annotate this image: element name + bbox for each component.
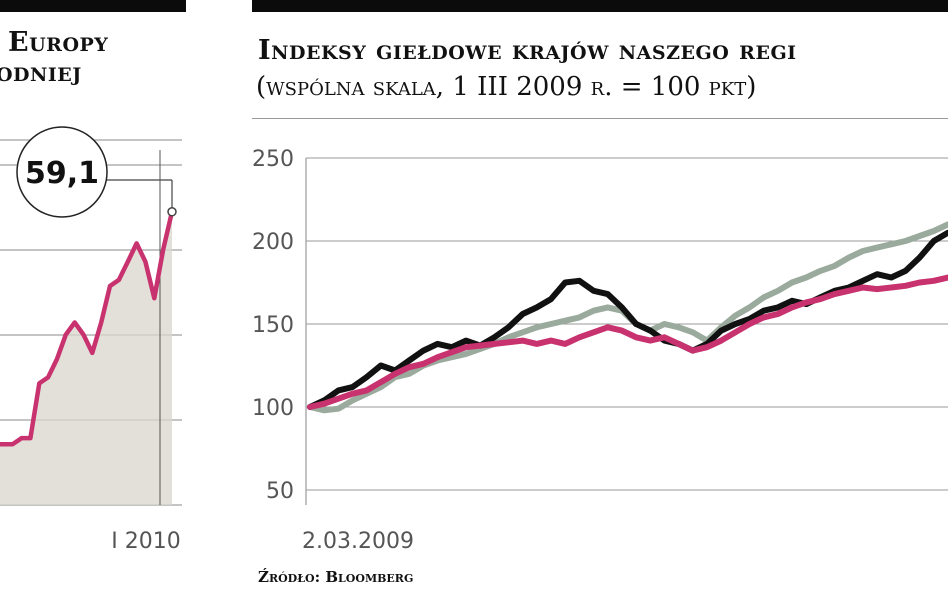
- right-chart-series-line: [307, 229, 948, 410]
- left-chart-x-tick: I 2010: [111, 529, 180, 554]
- left-chart-callout-circle: [16, 126, 108, 218]
- right-chart-subtitle: (wspólna skala, 1 III 2009 r. = 100 pkt): [256, 72, 757, 102]
- right-chart-y-ticks: 50 100 150 200 250: [252, 147, 294, 504]
- left-chart-title-line1: Europy: [8, 27, 109, 58]
- left-chart-series-line: [0, 211, 175, 447]
- right-chart-x-tick: 2.03.2009: [302, 529, 414, 554]
- right-chart-series: [307, 221, 948, 414]
- right-chart-y-tick-label: 100: [252, 396, 294, 421]
- right-chart-y-tick-label: 200: [252, 230, 294, 255]
- left-chart-area: [0, 211, 172, 505]
- right-header-rule: [252, 118, 948, 119]
- right-header-bar: [252, 0, 948, 12]
- right-chart-series-line: [307, 274, 948, 410]
- right-chart-title: Indeksy giełdowe krajów naszego regi: [258, 35, 797, 66]
- right-chart-y-tick-label: 150: [252, 313, 294, 338]
- left-chart-endpoint-marker: [167, 207, 177, 217]
- right-chart-y-tick-label: 250: [252, 147, 294, 172]
- chart-source: Źródło: Bloomberg: [258, 568, 414, 586]
- left-chart-callout-value: 59,1: [25, 156, 99, 191]
- left-header-bar: [0, 0, 186, 12]
- left-chart-title-line2: odniej: [0, 57, 82, 88]
- right-chart-y-tick-label: 50: [266, 479, 294, 504]
- right-chart-grid: [306, 157, 948, 491]
